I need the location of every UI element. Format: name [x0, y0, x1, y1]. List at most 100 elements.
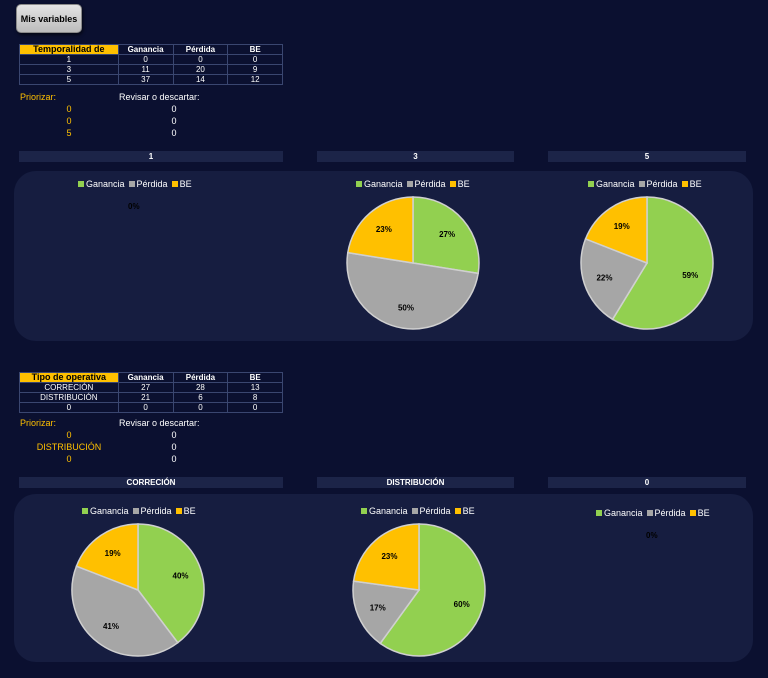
pie-slice — [352, 580, 421, 645]
table-cell: 0 — [172, 402, 229, 413]
table-cell: 0 — [227, 402, 283, 413]
table-header: Ganancia — [117, 372, 174, 383]
legend-item: BE — [175, 506, 196, 516]
pie-slice — [346, 251, 480, 330]
priorizar-value: 0 — [66, 104, 72, 114]
legend-label: BE — [457, 179, 470, 189]
legend-label: Pérdida — [419, 506, 451, 516]
revisar-label: Revisar o descartar: — [119, 418, 200, 428]
legend-label: Pérdida — [136, 179, 168, 189]
tipo-operativa-table: Tipo de operativa Ganancia Pérdida BE CO… — [19, 372, 283, 413]
legend-item: BE — [449, 179, 470, 189]
table-row: CORRECIÓN 27 28 13 — [19, 382, 283, 393]
legend-label: Ganancia — [369, 506, 408, 516]
table-header: BE — [227, 372, 283, 383]
legend-item: Pérdida — [646, 508, 686, 518]
table-cell: 0 — [117, 54, 174, 65]
table-header: BE — [227, 44, 283, 55]
legend-swatch — [449, 181, 456, 187]
table-header: Tipo de operativa — [19, 372, 119, 383]
table-cell: DISTRIBUCIÓN — [19, 392, 119, 403]
legend-swatch — [356, 181, 362, 187]
pie-slice — [584, 196, 648, 265]
priorizar-label: Priorizar: — [20, 92, 57, 102]
legend-item: Pérdida — [406, 179, 446, 189]
legend-label: Ganancia — [90, 506, 129, 516]
legend-swatch — [638, 181, 645, 187]
table-cell: 37 — [117, 74, 174, 85]
chart-legend: Ganancia Pérdida BE — [78, 179, 192, 189]
legend-label: Pérdida — [414, 179, 446, 189]
pie-slice — [137, 523, 205, 644]
legend-item: Pérdida — [132, 506, 172, 516]
pie-slice — [71, 565, 179, 657]
legend-label: Ganancia — [604, 508, 643, 518]
table-cell: 12 — [227, 74, 283, 85]
pie-slice — [352, 523, 420, 591]
table-cell: 5 — [19, 74, 119, 85]
priorizar-value: 0 — [66, 116, 72, 126]
revisar-value: 0 — [171, 104, 177, 114]
chart-header: CORRECIÓN — [19, 477, 283, 488]
legend-swatch — [406, 181, 413, 187]
table-cell: 21 — [117, 392, 174, 403]
table-cell: 0 — [19, 402, 119, 413]
legend-swatch — [175, 508, 182, 514]
chart-header: 5 — [548, 151, 746, 162]
legend-item: Ganancia — [588, 179, 635, 189]
temporalidad-table: Temporalidad de Ganancia Pérdida BE 1 0 … — [19, 44, 283, 85]
revisar-value: 0 — [171, 430, 177, 440]
legend-swatch — [82, 508, 88, 514]
legend-item: Ganancia — [361, 506, 408, 516]
chart-legend: Ganancia Pérdida BE — [596, 508, 710, 518]
data-label: 17% — [370, 604, 386, 613]
priorizar-value: 5 — [66, 128, 72, 138]
data-label: 23% — [376, 225, 392, 234]
legend-label: Pérdida — [646, 179, 678, 189]
chart-legend: Ganancia Pérdida BE — [588, 179, 702, 189]
data-label: 23% — [381, 552, 397, 561]
priorizar-value: 0 — [66, 454, 72, 464]
data-label: 22% — [596, 273, 612, 282]
table-cell: 3 — [19, 64, 119, 75]
legend-item: Ganancia — [82, 506, 129, 516]
revisar-value: 0 — [171, 442, 177, 452]
table-row: DISTRIBUCIÓN 21 6 8 — [19, 392, 283, 403]
legend-item: Pérdida — [411, 506, 451, 516]
legend-swatch — [646, 510, 653, 516]
legend-item: Pérdida — [638, 179, 678, 189]
pie-slice — [346, 196, 414, 264]
data-label: 0% — [128, 202, 140, 211]
data-label: 40% — [173, 572, 189, 581]
legend-swatch — [171, 181, 178, 187]
table-cell: 0 — [117, 402, 174, 413]
table-header: Pérdida — [172, 372, 229, 383]
legend-swatch — [361, 508, 367, 514]
chart-header: DISTRIBUCIÓN — [317, 477, 514, 488]
legend-swatch — [78, 181, 84, 187]
table-cell: 28 — [172, 382, 229, 393]
pie-svg: 59% 22% 19% — [580, 196, 714, 330]
priorizar-value: 0 — [66, 430, 72, 440]
data-label: 27% — [439, 230, 455, 239]
pie-svg: 40% 41% 19% — [71, 523, 205, 657]
legend-swatch — [596, 510, 602, 516]
legend-swatch — [128, 181, 135, 187]
chart-legend: Ganancia Pérdida BE — [361, 506, 475, 516]
data-label: 60% — [454, 600, 470, 609]
pie-svg: 27% 50% 23% — [346, 196, 480, 330]
table-cell: 27 — [117, 382, 174, 393]
table-cell: 14 — [172, 74, 229, 85]
mis-variables-button[interactable]: Mis variables — [16, 4, 82, 33]
priorizar-value: DISTRIBUCIÓN — [36, 442, 102, 452]
data-label: 59% — [682, 271, 698, 280]
pie-slice — [412, 196, 480, 275]
table-cell: CORRECIÓN — [19, 382, 119, 393]
data-label: 41% — [103, 622, 119, 631]
revisar-label: Revisar o descartar: — [119, 92, 200, 102]
legend-label: Pérdida — [654, 508, 686, 518]
legend-item: Ganancia — [356, 179, 403, 189]
revisar-value: 0 — [171, 454, 177, 464]
legend-item: Pérdida — [128, 179, 168, 189]
legend-label: Ganancia — [596, 179, 635, 189]
